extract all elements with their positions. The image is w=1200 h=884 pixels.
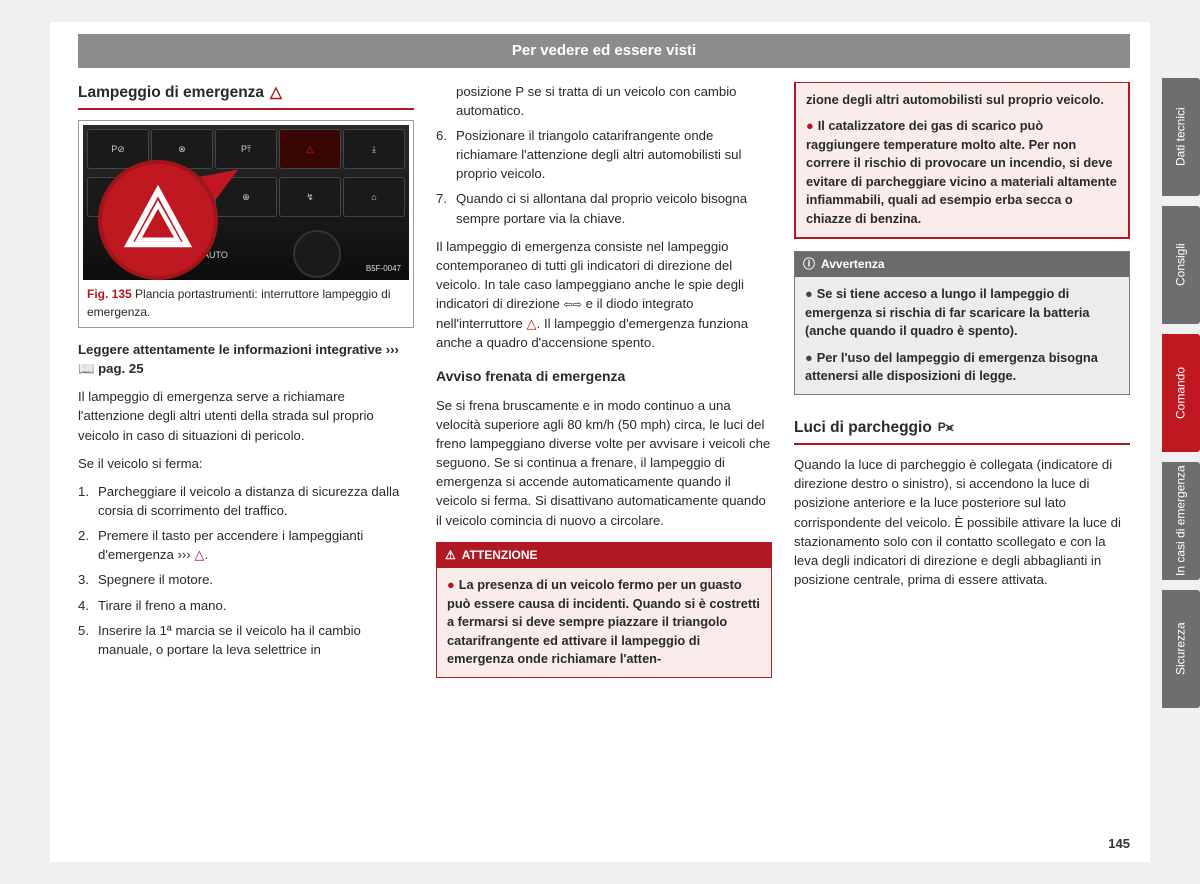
list-item-continued: posizione P se si tratta di un veicolo c… — [436, 82, 772, 120]
figure-135: P⊘ ⊗ P⤒ △ ⤓ ⊞ ◑ ⊕ ↯ ⌂ AUTO — [78, 120, 414, 328]
bullet-icon: ● — [805, 350, 813, 365]
hazard-triangle-icon: △ — [194, 545, 204, 564]
list-text-part: Premere il tasto per accendere i lampegg… — [98, 528, 363, 562]
paragraph: Il lampeggio di emergenza serve a richia… — [78, 387, 414, 444]
figure-ref-code: B5F-0047 — [366, 263, 401, 275]
column-3: zione degli altri automobilisti sul prop… — [794, 82, 1130, 678]
left-indicator-icon: ⇦ — [564, 299, 573, 311]
manual-page: Per vedere ed essere visti Lampeggio di … — [50, 22, 1150, 862]
section-title-emergency-flash: Lampeggio di emergenza △ — [78, 82, 414, 110]
list-text: Inserire la 1ª marcia se il veicolo ha i… — [98, 621, 414, 659]
dashboard-illustration: P⊘ ⊗ P⤒ △ ⤓ ⊞ ◑ ⊕ ↯ ⌂ AUTO — [83, 125, 409, 280]
hazard-button: △ — [279, 129, 341, 169]
hazard-triangle-icon — [123, 185, 193, 255]
bullet-icon: ● — [447, 577, 455, 592]
page-number: 145 — [1108, 835, 1130, 854]
attention-bullet-continued: zione degli altri automobilisti sul prop… — [806, 91, 1118, 110]
list-text: Quando ci si allontana dal proprio veico… — [456, 189, 772, 227]
list-text: posizione P se si tratta di un veicolo c… — [456, 82, 772, 120]
side-tab-bar: Dati tecnici Consigli Comando In casi di… — [1162, 78, 1200, 708]
content-columns: Lampeggio di emergenza △ P⊘ ⊗ P⤒ △ ⤓ ⊞ ◑ — [78, 82, 1130, 678]
dash-button: ↯ — [279, 177, 341, 217]
bullet-icon: ● — [806, 118, 814, 133]
dash-button: ⤓ — [343, 129, 405, 169]
attention-body: ●La presenza di un veicolo fermo per un … — [437, 568, 771, 677]
lead-text: Leggere attentamente le informazioni int… — [78, 342, 399, 357]
list-text: Premere il tasto per accendere i lampegg… — [98, 526, 414, 564]
note-bullet: ●Per l'uso del lampeggio di emergenza bi… — [805, 349, 1119, 386]
tab-emergenza[interactable]: In casi di emergenza — [1162, 462, 1200, 580]
attention-box-continued: zione degli altri automobilisti sul prop… — [794, 82, 1130, 239]
attention-header: ⚠ ATTENZIONE — [437, 543, 771, 568]
attention-bullet: ●Il catalizzatore dei gas di scarico può… — [806, 117, 1118, 228]
hazard-triangle-icon: △ — [526, 314, 536, 333]
attention-text: Il catalizzatore dei gas di scarico può … — [806, 118, 1117, 226]
list-text: Spegnere il motore. — [98, 570, 213, 589]
figure-caption-text: Plancia portastrumenti: interruttore lam… — [87, 287, 391, 318]
attention-body: zione degli altri automobilisti sul prop… — [795, 82, 1129, 238]
lead-page-ref: pag. 25 — [98, 361, 143, 376]
list-number: 7. — [436, 189, 456, 227]
book-icon: 📖 — [78, 359, 94, 378]
paragraph: Il lampeggio di emergenza consiste nel l… — [436, 237, 772, 353]
tab-comando[interactable]: Comando — [1162, 334, 1200, 452]
section-title-text: Luci di parcheggio — [794, 417, 932, 439]
figure-number: Fig. 135 — [87, 287, 132, 301]
paragraph: Se si frena bruscamente e in modo contin… — [436, 396, 772, 530]
paragraph: Se il veicolo si ferma: — [78, 454, 414, 473]
note-text: Se si tiene acceso a lungo il lampeggio … — [805, 286, 1090, 338]
list-item: 4.Tirare il freno a mano. — [78, 596, 414, 615]
page-header: Per vedere ed essere visti — [78, 34, 1130, 68]
list-item: 7.Quando ci si allontana dal proprio vei… — [436, 189, 772, 227]
hazard-callout-circle — [98, 160, 218, 280]
list-number: 6. — [436, 126, 456, 183]
note-title: Avvertenza — [821, 256, 885, 273]
list-spacer — [436, 82, 456, 120]
attention-box: ⚠ ATTENZIONE ●La presenza di un veicolo … — [436, 542, 772, 678]
info-icon: ⓘ — [803, 256, 815, 273]
lead-instruction: Leggere attentamente le informazioni int… — [78, 340, 414, 378]
attention-bullet: ●La presenza di un veicolo fermo per un … — [447, 576, 761, 669]
column-1: Lampeggio di emergenza △ P⊘ ⊗ P⤒ △ ⤓ ⊞ ◑ — [78, 82, 414, 678]
paragraph: Quando la luce di parcheggio è collegata… — [794, 455, 1130, 589]
list-text-part: posizione P se si tratta di un veicolo c… — [456, 84, 737, 118]
list-item: 1.Parcheggiare il veicolo a distanza di … — [78, 482, 414, 520]
parking-light-icon: P⪤ — [938, 419, 954, 436]
list-number: 4. — [78, 596, 98, 615]
note-header: ⓘ Avvertenza — [795, 252, 1129, 277]
list-item: 6.Posizionare il triangolo catarifrangen… — [436, 126, 772, 183]
list-item: 5.Inserire la 1ª marcia se il veicolo ha… — [78, 621, 414, 659]
tab-consigli[interactable]: Consigli — [1162, 206, 1200, 324]
note-box: ⓘ Avvertenza ●Se si tiene acceso a lungo… — [794, 251, 1130, 395]
list-text: Posizionare il triangolo catarifrangente… — [456, 126, 772, 183]
attention-text: zione degli altri automobilisti sul prop… — [806, 92, 1104, 107]
list-text: Parcheggiare il veicolo a distanza di si… — [98, 482, 414, 520]
list-number: 5. — [78, 621, 98, 659]
list-number: 3. — [78, 570, 98, 589]
section-title-parking-lights: Luci di parcheggio P⪤ — [794, 417, 1130, 445]
list-number: 2. — [78, 526, 98, 564]
attention-title: ATTENZIONE — [462, 547, 538, 564]
hazard-triangle-icon: △ — [270, 82, 282, 104]
column-2: posizione P se si tratta di un veicolo c… — [436, 82, 772, 678]
tab-sicurezza[interactable]: Sicurezza — [1162, 590, 1200, 708]
dash-button: ⌂ — [343, 177, 405, 217]
list-text: Tirare il freno a mano. — [98, 596, 227, 615]
warning-triangle-icon: ⚠ — [445, 547, 456, 564]
bullet-icon: ● — [805, 286, 813, 301]
dashboard-dial — [293, 230, 341, 278]
list-number: 1. — [78, 482, 98, 520]
list-item: 3.Spegnere il motore. — [78, 570, 414, 589]
subheading-brake-warning: Avviso frenata di emergenza — [436, 366, 772, 386]
attention-text: La presenza di un veicolo fermo per un g… — [447, 577, 760, 666]
list-item: 2.Premere il tasto per accendere i lampe… — [78, 526, 414, 564]
note-bullet: ●Se si tiene acceso a lungo il lampeggio… — [805, 285, 1119, 341]
note-text: Per l'uso del lampeggio di emergenza bis… — [805, 350, 1098, 384]
figure-caption: Fig. 135 Plancia portastrumenti: interru… — [83, 280, 409, 323]
note-body: ●Se si tiene acceso a lungo il lampeggio… — [795, 277, 1129, 394]
section-title-text: Lampeggio di emergenza — [78, 82, 264, 104]
right-indicator-icon: ⇨ — [573, 299, 582, 311]
tab-dati-tecnici[interactable]: Dati tecnici — [1162, 78, 1200, 196]
